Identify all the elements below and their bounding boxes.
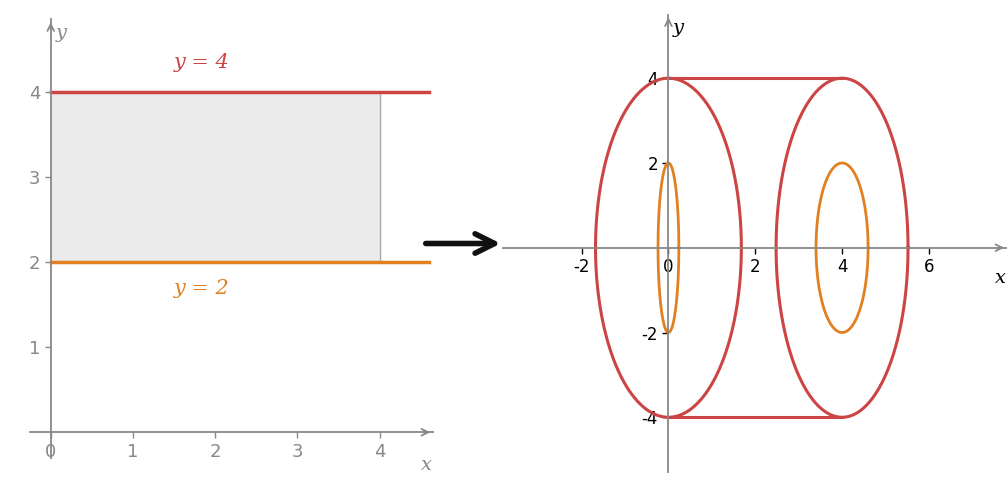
Text: y: y <box>56 24 66 42</box>
Text: x: x <box>421 456 432 474</box>
Text: y: y <box>673 19 684 37</box>
Text: y = 2: y = 2 <box>174 280 230 299</box>
Text: y = 4: y = 4 <box>174 53 230 72</box>
Text: x: x <box>995 269 1006 287</box>
